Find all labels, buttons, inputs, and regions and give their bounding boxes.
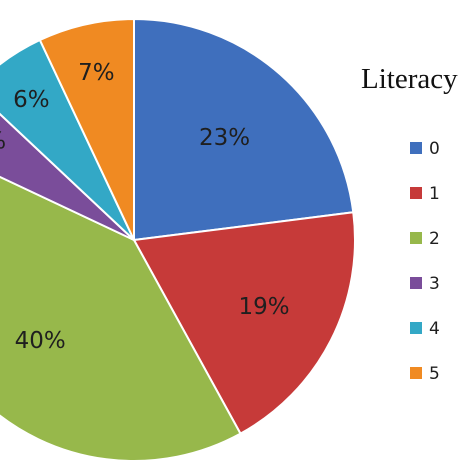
slice-label-5: 7% bbox=[78, 60, 115, 86]
legend-label-3: 3 bbox=[429, 274, 440, 294]
legend-label-5: 5 bbox=[429, 364, 440, 384]
legend-swatch-2 bbox=[410, 232, 422, 244]
legend-label-0: 0 bbox=[429, 139, 440, 159]
slice-label-2: 40% bbox=[15, 328, 66, 354]
legend: 0 1 2 3 4 5 bbox=[410, 139, 440, 384]
slice-label-1: 19% bbox=[238, 294, 289, 320]
legend-swatch-5 bbox=[410, 367, 422, 379]
legend-label-1: 1 bbox=[429, 184, 440, 204]
legend-title: Literacy bbox=[361, 63, 458, 95]
pie-slice-1 bbox=[132, 211, 356, 436]
slice-label-0: 23% bbox=[199, 125, 250, 151]
slice-labels: 23% 19% 40% 5% 6% 7% bbox=[0, 60, 290, 354]
pie-slice-5 bbox=[38, 17, 135, 241]
slice-label-3: 5% bbox=[0, 129, 6, 155]
legend-swatch-4 bbox=[410, 322, 422, 334]
legend-swatch-3 bbox=[410, 277, 422, 289]
pie-slice-2 bbox=[0, 175, 242, 462]
pie-slice-0 bbox=[133, 17, 355, 242]
legend-label-4: 4 bbox=[429, 319, 440, 339]
legend-swatch-0 bbox=[410, 142, 422, 154]
slice-label-4: 6% bbox=[13, 87, 50, 113]
pie-slices bbox=[0, 17, 356, 462]
legend-label-2: 2 bbox=[429, 229, 440, 249]
legend-swatch-1 bbox=[410, 187, 422, 199]
